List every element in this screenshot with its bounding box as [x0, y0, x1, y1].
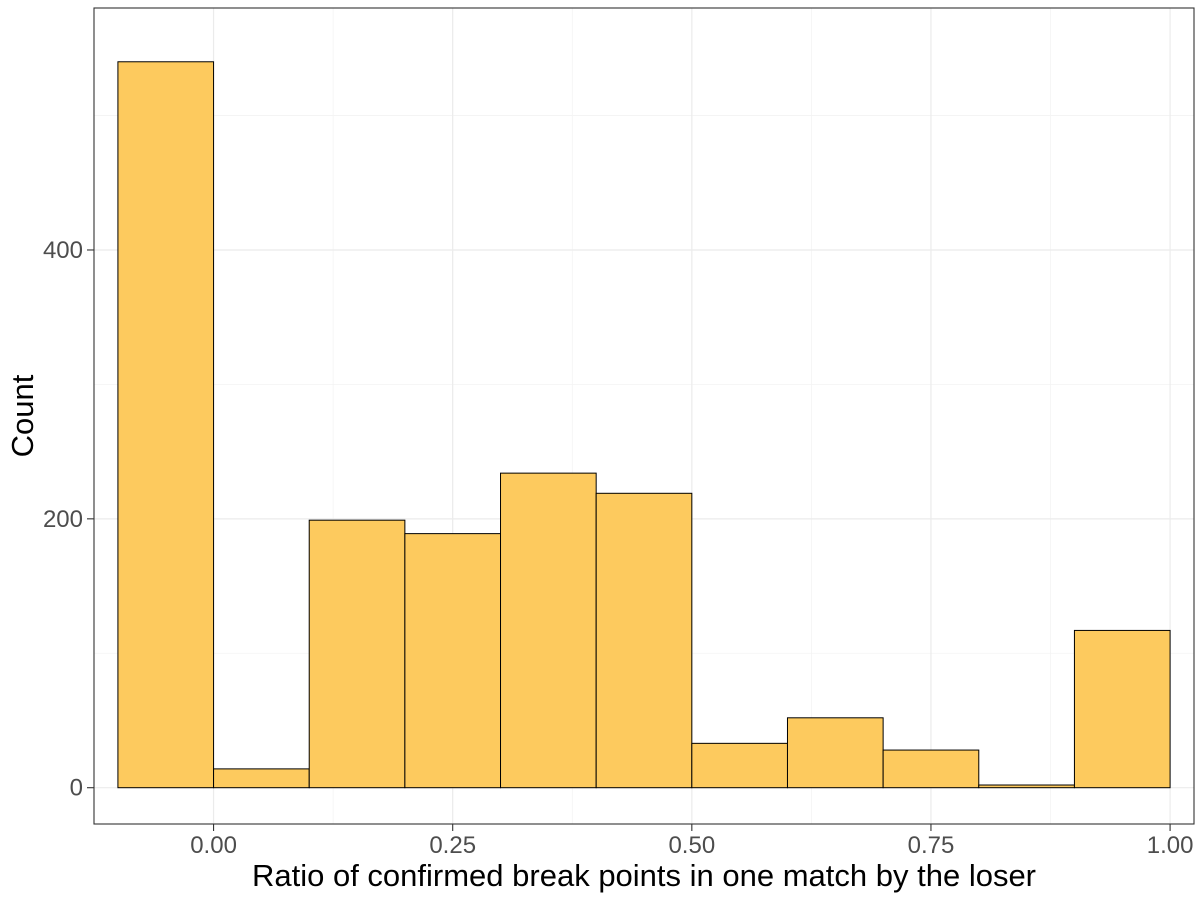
x-tick-label: 0.25 — [429, 832, 476, 859]
histogram-bar — [1073, 629, 1171, 789]
axes: 0.00 0.25 0.50 0.75 1.00 0 200 400 — [43, 237, 1193, 859]
panel-border — [93, 7, 1195, 825]
y-axis-title: Count — [5, 374, 40, 457]
x-tick-label: 0.00 — [190, 832, 237, 859]
x-tick-label: 0.50 — [668, 832, 715, 859]
histogram-bar — [500, 472, 597, 789]
histogram-bars — [117, 61, 1171, 789]
histogram-bar — [213, 768, 310, 789]
y-tick-label: 400 — [43, 237, 83, 264]
histogram-bar — [117, 61, 215, 789]
x-tick-label: 1.00 — [1147, 832, 1194, 859]
histogram-bar — [978, 784, 1075, 789]
y-tick-label: 200 — [43, 506, 83, 533]
x-axis-title: Ratio of confirmed break points in one m… — [252, 858, 1036, 893]
histogram-bar — [691, 742, 788, 789]
histogram-bar — [404, 533, 502, 789]
y-tick-label: 0 — [70, 775, 83, 802]
histogram-bar — [595, 492, 693, 789]
histogram-bar — [882, 749, 980, 789]
histogram-bar — [786, 717, 884, 789]
histogram-bar — [308, 519, 406, 789]
x-tick-label: 0.75 — [908, 832, 955, 859]
